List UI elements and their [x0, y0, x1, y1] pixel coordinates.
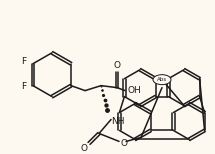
Text: NH: NH: [111, 117, 124, 126]
Ellipse shape: [153, 75, 171, 85]
Text: OH: OH: [127, 86, 141, 95]
Text: F: F: [21, 82, 26, 91]
Text: Abs: Abs: [157, 77, 167, 82]
Text: O: O: [81, 144, 88, 153]
Text: O: O: [114, 61, 121, 70]
Text: O: O: [121, 139, 127, 148]
Text: F: F: [21, 57, 26, 66]
